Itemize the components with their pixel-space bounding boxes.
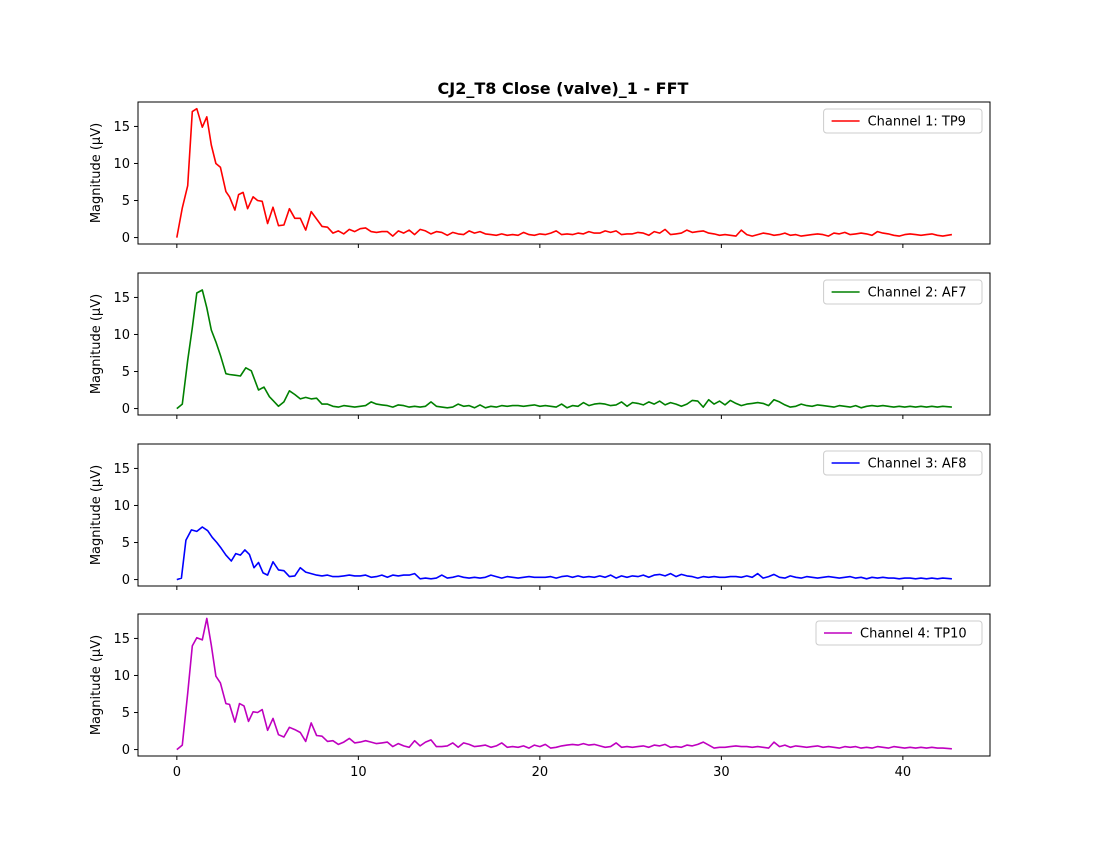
x-tick-label: 0: [173, 765, 181, 780]
legend-box: [823, 108, 983, 134]
y-tick-label: 10: [113, 328, 130, 343]
legend-box: [823, 450, 983, 476]
axes-frame: [137, 613, 991, 757]
y-axis-label: Magnitude (μV): [89, 465, 104, 565]
subplot-2: 0 5 10 15 Magnitude (μV) Channel 2: AF7: [89, 272, 991, 419]
x-tick-label: 20: [532, 765, 549, 780]
y-tick-label: 15: [113, 462, 130, 477]
figure-title: CJ2_T8 Close (valve)_1 - FFT: [438, 79, 689, 98]
x-tick-label: 10: [350, 765, 367, 780]
series-line-4: [176, 617, 952, 751]
y-tick-label: 10: [113, 499, 130, 514]
legend-box: [815, 620, 983, 646]
series-line-1: [176, 107, 953, 238]
y-axis-label: Magnitude (μV): [89, 635, 104, 735]
legend-label: Channel 3: AF8: [868, 457, 967, 472]
y-tick-label: 15: [113, 120, 130, 135]
y-tick-label: 0: [122, 231, 130, 246]
legend-label: Channel 4: TP10: [860, 627, 967, 642]
legend-box: [823, 279, 983, 305]
y-tick-label: 5: [122, 194, 130, 209]
legend-label: Channel 2: AF7: [868, 286, 967, 301]
legend: Channel 4: TP10: [815, 620, 983, 646]
y-tick-label: 5: [122, 365, 130, 380]
y-tick-label: 5: [122, 706, 130, 721]
y-tick-label: 10: [113, 669, 130, 684]
legend: Channel 2: AF7: [823, 279, 983, 305]
y-tick-label: 15: [113, 291, 130, 306]
subplot-1: 0 5 10 15 Magnitude (μV) Channel 1: TP9: [89, 101, 991, 248]
y-tick-label: 15: [113, 632, 130, 647]
axes-frame: [137, 272, 991, 416]
y-axis-label: Magnitude (μV): [89, 123, 104, 223]
y-tick-label: 5: [122, 536, 130, 551]
y-axis-label: Magnitude (μV): [89, 294, 104, 394]
x-tick-label: 30: [713, 765, 730, 780]
y-tick-label: 0: [122, 573, 130, 588]
y-tick-label: 10: [113, 157, 130, 172]
subplot-stack: 0 5 10 15 Magnitude (μV) Channel 1: TP9 0 5 10 15…: [89, 101, 991, 780]
legend: Channel 3: AF8: [823, 450, 983, 476]
axes-frame: [137, 101, 991, 245]
series-line-2: [176, 289, 952, 410]
subplot-3: 0 5 10 15 Magnitude (μV) Channel 3: AF8: [89, 443, 991, 590]
y-tick-label: 0: [122, 743, 130, 758]
axes-frame: [137, 443, 991, 587]
x-tick-label: 40: [895, 765, 912, 780]
subplot-4: 0 5 10 15 0 10 20 30 40 Magnitude (μV) Channel 4: …: [89, 613, 991, 780]
legend-label: Channel 1: TP9: [868, 115, 966, 130]
legend: Channel 1: TP9: [823, 108, 983, 134]
y-tick-label: 0: [122, 402, 130, 417]
series-line-3: [176, 526, 952, 581]
